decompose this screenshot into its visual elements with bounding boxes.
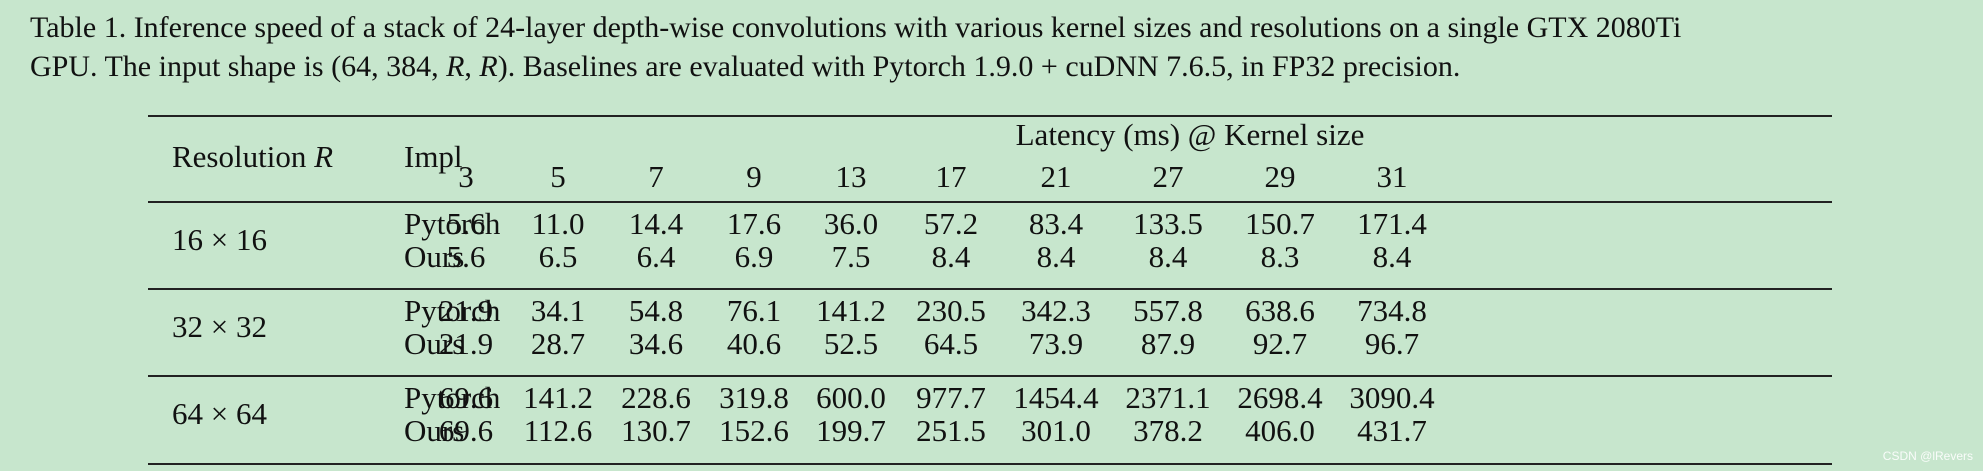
kernel-size-header: 5 — [550, 159, 566, 194]
latency-value-cell: 6.5 — [538, 239, 578, 274]
latency-value-cell: 6.9 — [734, 239, 774, 274]
group-separator-rule — [148, 288, 1832, 290]
latency-value-cell: 83.4 — [1028, 206, 1084, 241]
latency-value-cell: 40.6 — [726, 326, 782, 361]
table-bottom-rule — [148, 463, 1832, 465]
kernel-size-header: 9 — [746, 159, 762, 194]
header-impl: Impl — [404, 139, 463, 174]
table-top-rule — [148, 115, 1832, 117]
latency-value-cell: 96.7 — [1364, 326, 1420, 361]
latency-value-cell: 8.3 — [1260, 239, 1300, 274]
kernel-size-header: 13 — [835, 159, 867, 194]
caption-line-2: GPU. The input shape is (64, 384, R, R).… — [30, 47, 1960, 86]
latency-value-cell: 133.5 — [1133, 206, 1203, 241]
latency-value-cell: 7.5 — [831, 239, 871, 274]
latency-value-cell: 141.2 — [816, 293, 886, 328]
latency-value-cell: 130.7 — [621, 413, 691, 448]
latency-value-cell: 92.7 — [1252, 326, 1308, 361]
latency-value-cell: 3090.4 — [1349, 380, 1435, 415]
latency-value-cell: 342.3 — [1021, 293, 1091, 328]
latency-value-cell: 8.4 — [1148, 239, 1188, 274]
impl-cell: Pytorch — [404, 206, 501, 241]
impl-cell: Pytorch — [404, 293, 501, 328]
latency-value-cell: 5.6 — [446, 239, 486, 274]
resolution-cell: 64 × 64 — [172, 396, 267, 431]
header-bottom-rule — [148, 201, 1832, 203]
table-caption: Table 1. Inference speed of a stack of 2… — [30, 8, 1960, 86]
header-resolution: Resolution R — [172, 139, 333, 175]
impl-cell: Ours — [404, 326, 465, 361]
latency-value-cell: 557.8 — [1133, 293, 1203, 328]
latency-value-cell: 8.4 — [1036, 239, 1076, 274]
latency-value-cell: 17.6 — [726, 206, 782, 241]
latency-value-cell: 199.7 — [816, 413, 886, 448]
resolution-cell: 16 × 16 — [172, 222, 267, 257]
latency-value-cell: 112.6 — [523, 413, 593, 448]
watermark: CSDN @lRevers — [1882, 449, 1973, 463]
latency-value-cell: 6.4 — [636, 239, 676, 274]
group-separator-rule — [148, 375, 1832, 377]
latency-value-cell: 14.4 — [628, 206, 684, 241]
latency-value-cell: 52.5 — [823, 326, 879, 361]
latency-value-cell: 638.6 — [1245, 293, 1315, 328]
latency-value-cell: 977.7 — [916, 380, 986, 415]
latency-value-cell: 141.2 — [523, 380, 593, 415]
header-resolution-var: R — [314, 139, 334, 174]
latency-value-cell: 73.9 — [1028, 326, 1084, 361]
latency-value-cell: 11.0 — [531, 206, 585, 241]
impl-cell: Ours — [404, 413, 465, 448]
latency-value-cell: 34.1 — [530, 293, 586, 328]
latency-value-cell: 57.2 — [923, 206, 979, 241]
impl-cell: Pytorch — [404, 380, 501, 415]
header-resolution-label: Resolution — [172, 139, 307, 174]
latency-value-cell: 406.0 — [1245, 413, 1315, 448]
latency-value-cell: 152.6 — [719, 413, 789, 448]
resolution-cell: 32 × 32 — [172, 309, 267, 344]
caption-line-2-post: ). Baselines are evaluated with Pytorch … — [497, 50, 1461, 83]
impl-cell: Ours — [404, 239, 465, 274]
latency-value-cell: 228.6 — [621, 380, 691, 415]
latency-value-cell: 319.8 — [719, 380, 789, 415]
kernel-size-header: 3 — [458, 159, 474, 194]
caption-var-r-2: R — [479, 50, 498, 83]
latency-value-cell: 378.2 — [1133, 413, 1203, 448]
latency-value-cell: 69.6 — [438, 413, 494, 448]
kernel-size-header: 7 — [648, 159, 664, 194]
kernel-size-header: 27 — [1152, 159, 1184, 194]
latency-value-cell: 54.8 — [628, 293, 684, 328]
latency-value-cell: 2698.4 — [1237, 380, 1323, 415]
kernel-size-header: 17 — [935, 159, 967, 194]
kernel-size-header: 29 — [1264, 159, 1296, 194]
latency-value-cell: 8.4 — [1372, 239, 1412, 274]
latency-value-cell: 8.4 — [931, 239, 971, 274]
latency-value-cell: 150.7 — [1245, 206, 1315, 241]
caption-line-1: Table 1. Inference speed of a stack of 2… — [30, 11, 1682, 44]
latency-value-cell: 431.7 — [1357, 413, 1427, 448]
latency-value-cell: 5.6 — [446, 206, 486, 241]
latency-value-cell: 76.1 — [726, 293, 782, 328]
latency-value-cell: 1454.4 — [1013, 380, 1099, 415]
latency-value-cell: 251.5 — [916, 413, 986, 448]
kernel-size-header: 21 — [1040, 159, 1072, 194]
latency-value-cell: 734.8 — [1357, 293, 1427, 328]
caption-sep: , — [464, 50, 480, 83]
kernel-size-header: 31 — [1376, 159, 1408, 194]
latency-value-cell: 301.0 — [1021, 413, 1091, 448]
latency-value-cell: 21.9 — [438, 326, 494, 361]
latency-value-cell: 21.9 — [438, 293, 494, 328]
latency-value-cell: 2371.1 — [1125, 380, 1211, 415]
latency-value-cell: 36.0 — [823, 206, 879, 241]
latency-value-cell: 34.6 — [628, 326, 684, 361]
latency-value-cell: 64.5 — [923, 326, 979, 361]
latency-table: Resolution R Impl Latency (ms) @ Kernel … — [148, 115, 1832, 465]
latency-value-cell: 69.6 — [438, 380, 494, 415]
latency-value-cell: 600.0 — [816, 380, 886, 415]
latency-value-cell: 28.7 — [530, 326, 586, 361]
header-latency: Latency (ms) @ Kernel size — [1015, 117, 1365, 152]
caption-var-r-1: R — [446, 50, 465, 83]
latency-value-cell: 230.5 — [916, 293, 986, 328]
latency-value-cell: 171.4 — [1357, 206, 1427, 241]
caption-line-2-pre: GPU. The input shape is (64, 384, — [30, 50, 447, 83]
latency-value-cell: 87.9 — [1140, 326, 1196, 361]
